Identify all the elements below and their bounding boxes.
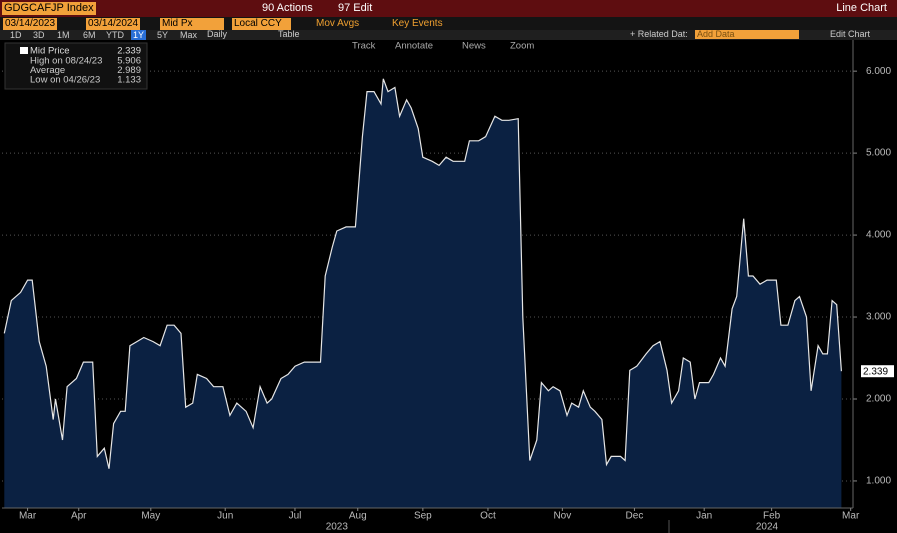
- last-value-tag: [861, 365, 894, 378]
- period-button[interactable]: 3D: [33, 30, 45, 40]
- y-tick-label: 6.000: [866, 66, 891, 77]
- tool-button[interactable]: Zoom: [510, 41, 534, 52]
- period-button[interactable]: 6M: [83, 30, 96, 40]
- x-tick-label: Feb: [763, 511, 781, 522]
- x-tick-label: Jul: [289, 511, 302, 522]
- mov-avgs[interactable]: Mov Avgs: [316, 18, 360, 29]
- y-tick-label: 2.000: [866, 394, 891, 405]
- y-tick-label: 4.000: [866, 230, 891, 241]
- y-tick-label: 3.000: [866, 312, 891, 323]
- x-tick-label: Dec: [626, 511, 644, 522]
- period-button[interactable]: YTD: [106, 30, 124, 40]
- field[interactable]: Mid Px: [160, 18, 224, 30]
- year-label: 2023: [326, 522, 349, 533]
- end-date[interactable]: 03/14/2024: [86, 18, 141, 30]
- legend-value: 5.906: [117, 56, 141, 67]
- x-tick-label: Apr: [71, 511, 87, 522]
- period-bar: 1D 3D 1M 6M YTD 1Y 5Y Max Daily Table + Related…: [0, 30, 897, 40]
- chart-kind: Line Chart: [836, 2, 887, 14]
- period-button[interactable]: 5Y: [157, 30, 169, 40]
- tool-button[interactable]: News: [462, 41, 486, 52]
- line: [3, 78, 842, 469]
- y-tick-label: 1.000: [866, 476, 891, 487]
- last-value-label: 2.339: [863, 366, 888, 377]
- legend-label: Low on 04/26/23: [30, 75, 100, 86]
- x-tick-label: Mar: [842, 511, 860, 522]
- title-bar: GDGCAFJP Index 90 Actions 97 Edit Line C…: [0, 0, 897, 17]
- related-data: + Related Dat:: [630, 29, 688, 39]
- add-data[interactable]: Add Data: [695, 30, 799, 39]
- edit-chart[interactable]: Edit Chart: [830, 29, 871, 39]
- legend-value: 1.133: [117, 75, 141, 86]
- tool-button[interactable]: Annotate: [395, 41, 433, 52]
- tool-button[interactable]: Track: [352, 41, 376, 52]
- area: [4, 78, 842, 509]
- x-tick-label: Sep: [414, 511, 432, 522]
- legend-value: 2.339: [117, 46, 141, 57]
- legend-swatch: [20, 47, 28, 54]
- y-tick-label: 5.000: [866, 148, 891, 159]
- ticker[interactable]: GDGCAFJP Index: [2, 2, 96, 15]
- x-tick-label: Aug: [349, 511, 367, 522]
- x-tick-label: Mar: [19, 511, 37, 522]
- period-button[interactable]: 1D: [10, 30, 22, 40]
- frequency[interactable]: Daily: [207, 29, 228, 39]
- x-tick-label: Nov: [553, 511, 571, 522]
- x-tick-label: May: [141, 511, 160, 522]
- legend-value: 2.989: [117, 65, 141, 76]
- chart: 1.000 2.000 3.000 4.000 5.000 6.000 Mar Apr May J…: [2, 40, 894, 533]
- year-label: 2024: [756, 522, 779, 533]
- legend-box: [4, 42, 148, 90]
- table-button[interactable]: Table: [278, 29, 300, 39]
- period-button[interactable]: 1M: [57, 30, 70, 40]
- legend-label: Mid Price: [30, 46, 70, 57]
- legend-label: High on 08/24/23: [30, 56, 102, 67]
- start-date[interactable]: 03/14/2023: [3, 18, 58, 30]
- edit-menu[interactable]: 97 Edit: [338, 2, 373, 14]
- x-tick-label: Oct: [480, 511, 496, 522]
- currency[interactable]: Local CCY: [232, 18, 291, 30]
- period-button[interactable]: 1Y: [131, 30, 147, 40]
- legend-label: Average: [30, 65, 65, 76]
- actions-menu[interactable]: 90 Actions: [262, 2, 313, 14]
- period-button[interactable]: Max: [180, 30, 198, 40]
- key-events[interactable]: Key Events: [392, 18, 443, 29]
- settings-bar: 03/14/2023 03/14/2024 Mid Px Local CCY M…: [0, 17, 897, 30]
- x-tick-label: Jan: [696, 511, 712, 522]
- x-tick-label: Jun: [217, 511, 233, 522]
